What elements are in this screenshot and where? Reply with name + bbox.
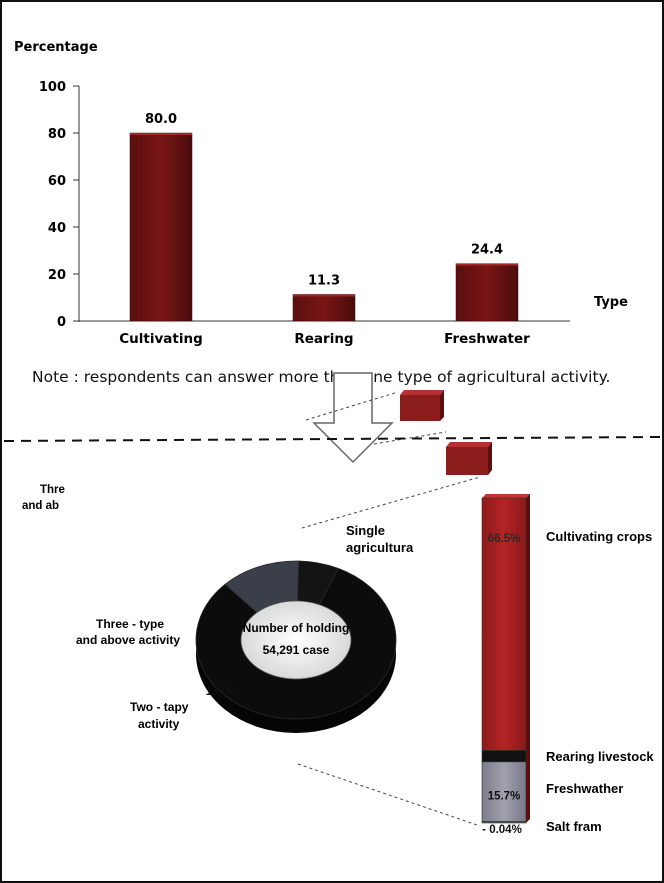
bar-value-labels: 80.0 11.3 24.4 bbox=[145, 112, 503, 288]
donut-label-three-line2: and above activity bbox=[76, 633, 180, 647]
bar-y-tick-label: 100 bbox=[39, 80, 66, 95]
bar-y-tick-label: 20 bbox=[48, 268, 66, 283]
donut-center-line2: 54,291 case bbox=[263, 643, 330, 657]
bar-y-ticks: 0 20 40 60 80 100 bbox=[39, 80, 79, 330]
bar-x-categories: Cultivating Rearing Freshwater bbox=[119, 331, 530, 347]
section-divider bbox=[3, 436, 661, 442]
bar-category-label: Freshwater bbox=[444, 331, 530, 347]
bar-top-edge bbox=[456, 263, 518, 266]
bar-cultivating bbox=[129, 132, 193, 322]
bar-y-tick-label: 0 bbox=[57, 315, 66, 330]
bar-y-tick-label: 40 bbox=[48, 221, 66, 236]
bar-y-tick-label: 80 bbox=[48, 127, 66, 142]
stack-label-cultivating: Cultivating crops bbox=[546, 529, 652, 544]
stack-label-salt: Salt fram bbox=[546, 819, 602, 834]
stack-freshwater-pct: 15.7% bbox=[488, 791, 521, 803]
connector-line bbox=[301, 476, 481, 529]
donut-hole bbox=[240, 600, 352, 680]
bar-x-axis-label: Type bbox=[594, 295, 628, 310]
stack-side-face bbox=[526, 494, 530, 823]
bar-value-label: 24.4 bbox=[471, 243, 503, 258]
donut-label-two-line1: Two - tapy bbox=[130, 700, 189, 714]
connector-line bbox=[373, 431, 447, 445]
donut-label-single-line2: agricultura bbox=[346, 540, 414, 555]
stack-salt-pct: - 0.04% bbox=[482, 824, 522, 836]
stack-label-rearing: Rearing livestock bbox=[546, 749, 654, 764]
bar-top-edge bbox=[293, 294, 355, 297]
stack-cultivating-pct: 66.5% bbox=[488, 533, 521, 545]
donut-two-type-pct: 13.0% bbox=[206, 686, 239, 698]
stack-segment-rearing bbox=[481, 750, 527, 763]
connector-line bbox=[305, 391, 399, 421]
bar-category-label: Rearing bbox=[294, 331, 353, 347]
donut-cut-label-line2: and ab bbox=[22, 500, 59, 512]
connector-line bbox=[297, 763, 481, 827]
box-icon-lower bbox=[446, 442, 492, 475]
box-icon-upper bbox=[400, 390, 444, 421]
bar-top-edge bbox=[130, 133, 192, 135]
bar-category-label: Cultivating bbox=[119, 331, 203, 347]
bar-rearing bbox=[292, 294, 356, 322]
note-text: Note : respondents can answer more than … bbox=[32, 368, 610, 386]
stacked-bar: 66.5% 15.7% - 0.04% bbox=[481, 494, 530, 836]
bar-value-label: 11.3 bbox=[308, 273, 340, 288]
donut-cut-label: Thre and ab bbox=[22, 484, 65, 512]
bar-y-tick-label: 60 bbox=[48, 174, 66, 189]
bar-value-label: 80.0 bbox=[145, 112, 177, 127]
donut-label-three-line1: Three - type bbox=[96, 617, 164, 631]
bar-freshwater bbox=[455, 263, 519, 322]
stack-segment-salt bbox=[481, 821, 527, 824]
bar-y-axis-label: Percentage bbox=[14, 40, 98, 55]
stack-top-face bbox=[482, 494, 530, 498]
donut-cut-label-line1: Thre bbox=[40, 484, 65, 496]
donut-label-single-line1: Single bbox=[346, 523, 385, 538]
down-arrow-icon bbox=[312, 372, 394, 464]
donut-chart: Number of holding 54,291 case 13.0% bbox=[195, 560, 397, 733]
donut-label-two-line2: activity bbox=[138, 717, 180, 731]
donut-center-line1: Number of holding bbox=[243, 621, 350, 635]
bar-series bbox=[129, 132, 519, 322]
stack-label-freshwater: Freshwather bbox=[546, 781, 623, 796]
